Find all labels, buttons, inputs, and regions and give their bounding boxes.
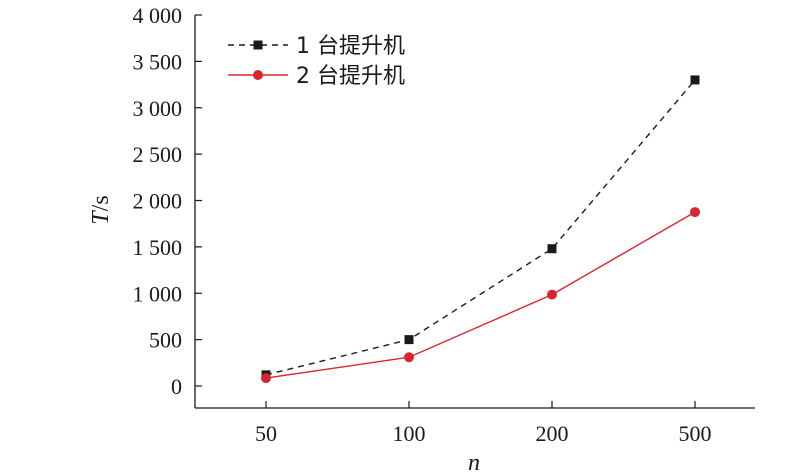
y-tick-label: 3 500 [133, 49, 183, 74]
y-tick-label: 4 000 [133, 3, 183, 28]
x-axis-title: n [468, 450, 480, 475]
legend-label: 2 台提升机 [296, 64, 405, 89]
legend-marker [253, 70, 263, 80]
y-tick-label: 2 000 [133, 189, 183, 214]
x-tick-label: 50 [255, 421, 277, 446]
legend: 1 台提升机 2 台提升机 [228, 34, 405, 89]
x-tick-label: 500 [679, 421, 712, 446]
legend-label: 1 台提升机 [296, 34, 405, 59]
y-axis-unit: /s [88, 195, 114, 211]
series-layer [261, 75, 700, 384]
y-tick-label: 1 500 [133, 235, 183, 260]
data-point [404, 352, 414, 363]
series-2 [261, 207, 700, 384]
series-line [265, 211, 696, 379]
y-tick-label: 2 500 [133, 142, 183, 167]
y-axis-symbol: T [88, 210, 114, 225]
data-point [261, 373, 271, 384]
y-tick-label: 1 000 [133, 281, 183, 306]
x-axis-ticks: 50 100 200 500 [255, 401, 712, 446]
data-point [547, 244, 557, 254]
data-point [690, 207, 700, 218]
x-tick-label: 200 [536, 421, 569, 446]
data-point [690, 75, 700, 85]
legend-item: 2 台提升机 [228, 64, 405, 89]
x-tick-label: 100 [393, 421, 426, 446]
axes [194, 15, 755, 409]
y-axis-title: T/s [88, 195, 114, 224]
y-tick-label: 500 [149, 328, 182, 353]
data-point [547, 289, 557, 300]
y-tick-label: 0 [171, 374, 182, 399]
y-tick-label: 3 000 [133, 96, 183, 121]
legend-marker [253, 40, 263, 50]
data-point [404, 335, 414, 345]
y-axis-ticks: 0 500 1 000 1 500 2 000 2 500 3 000 3 500 4 000 [133, 3, 202, 399]
legend-item: 1 台提升机 [228, 34, 405, 59]
series-1 [261, 75, 700, 380]
series-line [265, 79, 696, 376]
